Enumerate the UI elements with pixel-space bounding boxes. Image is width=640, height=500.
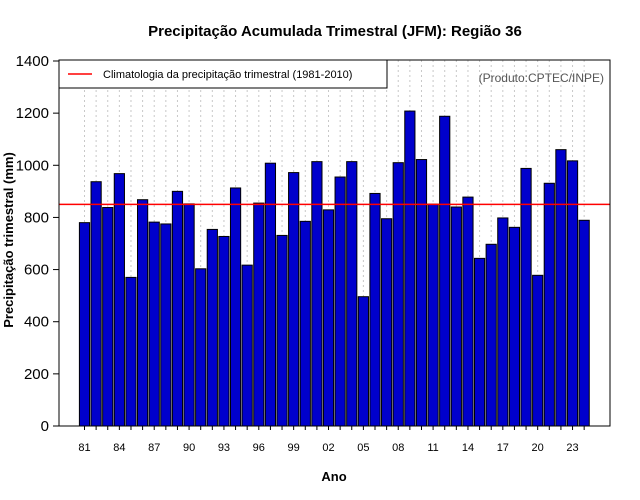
bar-2018 xyxy=(508,226,521,427)
bar-2013 xyxy=(450,206,462,427)
bar-2006 xyxy=(369,192,381,427)
y-tick-label: 1200 xyxy=(16,105,49,122)
bar-1998 xyxy=(276,234,288,427)
bar-2001 xyxy=(311,161,323,427)
y-tick-label: 200 xyxy=(24,366,49,383)
bar-2005 xyxy=(357,296,369,427)
x-tick-label: 81 xyxy=(78,442,90,454)
bar-2004 xyxy=(346,161,358,427)
x-tick-label: 96 xyxy=(253,442,265,454)
bar-2010 xyxy=(415,159,428,427)
bar-1985 xyxy=(125,276,137,427)
x-tick-label: 02 xyxy=(322,442,334,454)
chart-title: Precipitação Acumulada Trimestral (JFM):… xyxy=(148,23,522,40)
legend-climatology-label: Climatologia da precipitação trimestral … xyxy=(103,69,352,81)
y-axis-title: Precipitação trimestral (mm) xyxy=(1,152,16,328)
bar-1992 xyxy=(206,228,218,427)
bars xyxy=(78,110,590,427)
bar-1996 xyxy=(253,202,265,427)
bar-1983 xyxy=(102,207,114,427)
bar-2019 xyxy=(520,167,532,427)
x-tick-label: 08 xyxy=(392,442,404,454)
y-tick-label: 1400 xyxy=(16,53,49,70)
bar-1997 xyxy=(264,162,277,427)
bar-2002 xyxy=(322,209,335,427)
bar-1995 xyxy=(241,264,253,427)
legend: Climatologia da precipitação trimestral … xyxy=(58,59,388,89)
bar-2009 xyxy=(404,110,416,427)
credit-annotation: (Produto:CPTEC/INPE) xyxy=(479,71,604,85)
x-tick-label: 99 xyxy=(288,442,300,454)
bar-1991 xyxy=(195,268,207,427)
bar-1988 xyxy=(160,223,172,427)
bar-1981 xyxy=(78,222,91,427)
y-tick-label: 400 xyxy=(24,314,49,331)
x-tick-label: 23 xyxy=(566,442,578,454)
y-tick-label: 1000 xyxy=(16,157,49,174)
bar-2007 xyxy=(381,218,393,427)
bar-2023 xyxy=(566,160,579,427)
bar-1989 xyxy=(171,190,184,427)
y-tick-label: 0 xyxy=(41,418,49,435)
bar-2011 xyxy=(427,203,439,427)
x-tick-label: 20 xyxy=(532,442,544,454)
bar-1984 xyxy=(113,173,125,427)
legend-box xyxy=(58,59,388,89)
x-tick-label: 87 xyxy=(148,442,160,454)
bar-2015 xyxy=(473,257,486,427)
bar-2008 xyxy=(392,162,404,427)
bar-2024 xyxy=(578,219,590,427)
x-axis: 81 84 87 90 93 96 99 02 05 08 11 14 17 20 23 xyxy=(78,426,585,454)
bar-2020 xyxy=(532,274,544,427)
bar-2014 xyxy=(462,196,474,427)
bar-1990 xyxy=(183,203,195,427)
y-tick-label: 800 xyxy=(24,209,49,226)
bar-1987 xyxy=(148,221,160,427)
x-tick-label: 05 xyxy=(357,442,369,454)
bar-1994 xyxy=(229,187,242,427)
bar-2021 xyxy=(543,182,555,427)
bar-2003 xyxy=(334,176,346,427)
x-tick-label: 11 xyxy=(427,442,438,454)
bar-1982 xyxy=(90,181,102,427)
x-axis-title: Ano xyxy=(321,469,346,484)
x-tick-label: 90 xyxy=(183,442,195,454)
bar-2017 xyxy=(497,217,509,427)
x-tick-label: 17 xyxy=(497,442,509,454)
x-tick-label: 93 xyxy=(218,442,230,454)
bar-1986 xyxy=(137,199,149,427)
bar-1999 xyxy=(288,172,300,427)
x-tick-label: 84 xyxy=(113,442,125,454)
bar-2000 xyxy=(299,220,311,427)
y-axis: 0 200 400 600 800 1000 1200 1400 xyxy=(16,53,59,435)
bar-2016 xyxy=(485,243,497,427)
bar-2022 xyxy=(555,149,567,427)
bar-1993 xyxy=(218,235,230,427)
x-tick-label: 14 xyxy=(462,442,474,454)
y-tick-label: 600 xyxy=(24,262,49,279)
bar-2012 xyxy=(439,115,451,427)
